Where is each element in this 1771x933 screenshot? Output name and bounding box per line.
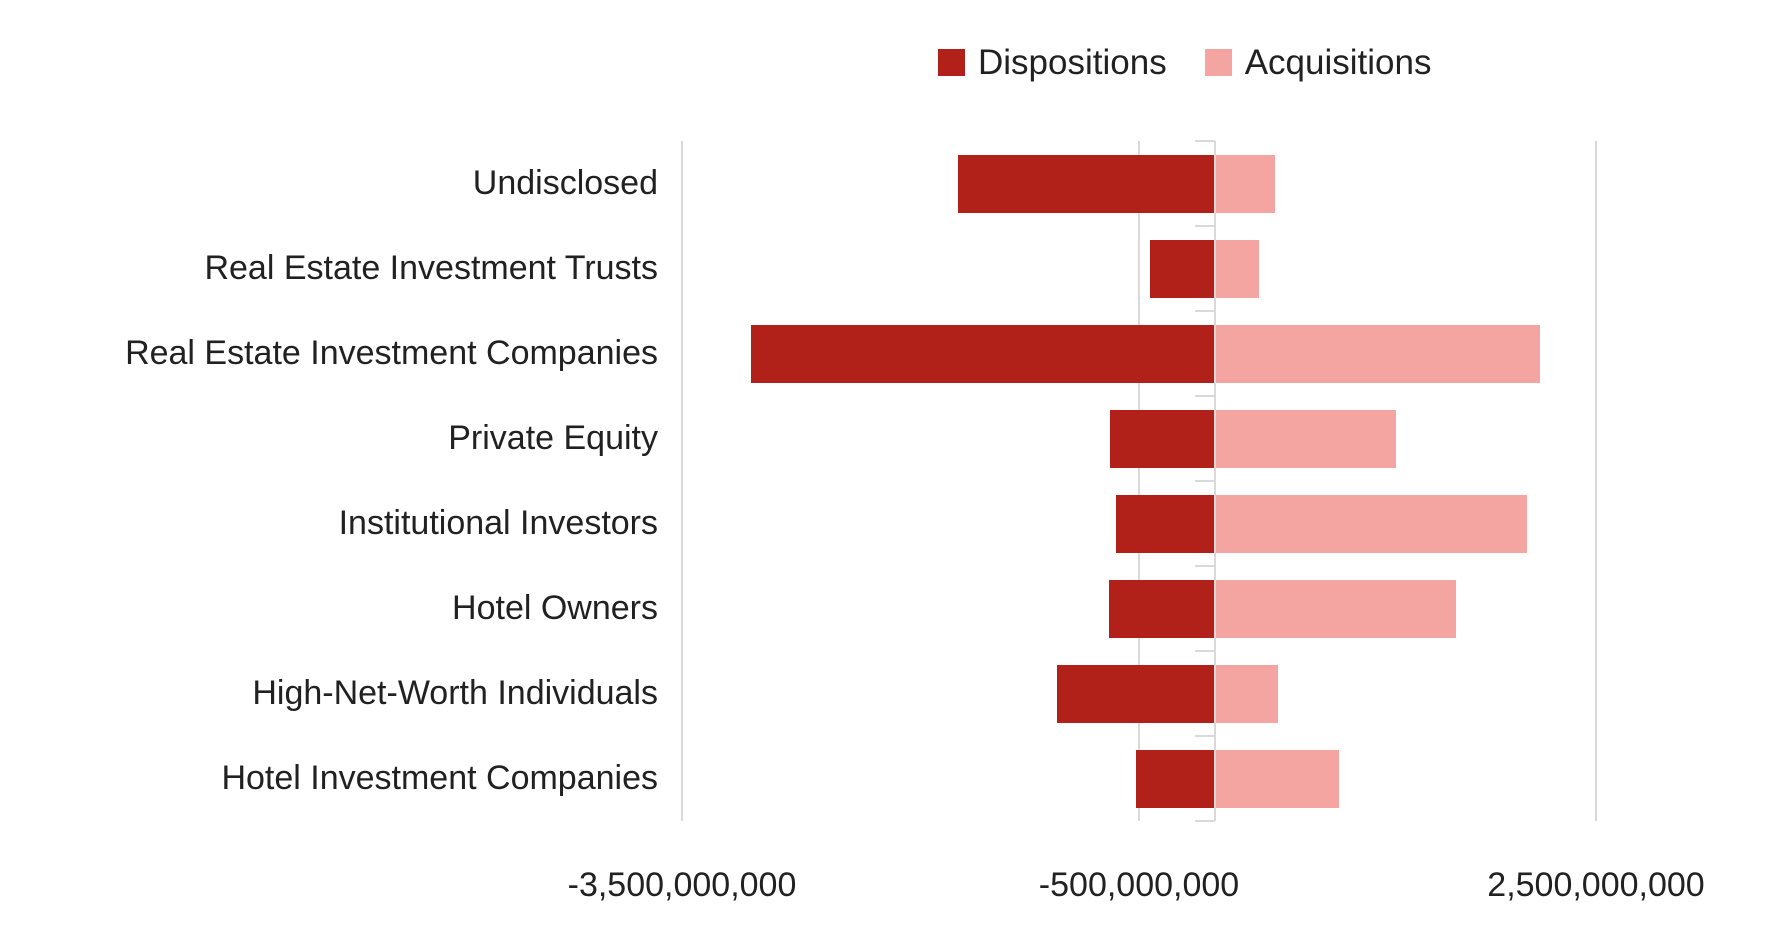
bar-acquisitions: [1215, 579, 1456, 638]
axis-tick-mark: [1195, 480, 1216, 482]
axis-tick-mark: [1195, 140, 1216, 142]
category-label: Undisclosed: [472, 164, 658, 202]
x-axis-label: -500,000,000: [1038, 866, 1240, 904]
bar-dispositions: [1135, 749, 1216, 808]
bar-dispositions: [957, 154, 1216, 213]
axis-tick-mark: [1195, 310, 1216, 312]
x-axis-label: 2,500,000,000: [1487, 866, 1705, 904]
bar-acquisitions: [1215, 324, 1540, 383]
category-label: Real Estate Investment Trusts: [204, 249, 658, 287]
zero-axis: [1214, 141, 1217, 821]
legend-label: Acquisitions: [1244, 42, 1432, 82]
legend-item-acquisitions: Acquisitions: [1204, 42, 1432, 82]
legend-item-dispositions: Dispositions: [938, 45, 1167, 80]
axis-tick-mark: [1195, 395, 1216, 397]
bar-dispositions: [1149, 239, 1216, 298]
category-label: Hotel Owners: [452, 589, 658, 627]
category-label: Private Equity: [448, 419, 658, 457]
bar-dispositions: [1116, 494, 1216, 553]
x-axis-label: -3,500,000,000: [567, 866, 797, 904]
bar-acquisitions: [1215, 494, 1528, 553]
category-label: High-Net-Worth Individuals: [252, 674, 658, 712]
bar-dispositions: [1110, 409, 1216, 468]
chart-legend: Dispositions Acquisitions: [938, 38, 1431, 86]
bar-dispositions: [1056, 664, 1216, 723]
category-label: Hotel Investment Companies: [221, 759, 658, 797]
axis-tick-mark: [1195, 735, 1216, 737]
axis-tick-mark: [1195, 820, 1216, 822]
category-label: Real Estate Investment Companies: [125, 334, 658, 372]
axis-tick-mark: [1195, 565, 1216, 567]
legend-label: Dispositions: [978, 42, 1167, 82]
gridline: [681, 141, 683, 821]
bar-dispositions: [1108, 579, 1216, 638]
bar-acquisitions: [1215, 239, 1260, 298]
category-label: Institutional Investors: [338, 504, 658, 542]
gridline: [1138, 141, 1140, 821]
bar-acquisitions: [1215, 664, 1278, 723]
legend-swatch-dispositions: [938, 48, 965, 76]
bar-acquisitions: [1215, 154, 1275, 213]
axis-tick-mark: [1195, 225, 1216, 227]
bar-dispositions: [750, 324, 1216, 383]
bar-acquisitions: [1215, 409, 1397, 468]
axis-tick-mark: [1195, 650, 1216, 652]
bar-acquisitions: [1215, 749, 1339, 808]
gridline: [1595, 141, 1597, 821]
legend-swatch-acquisitions: [1204, 48, 1232, 76]
